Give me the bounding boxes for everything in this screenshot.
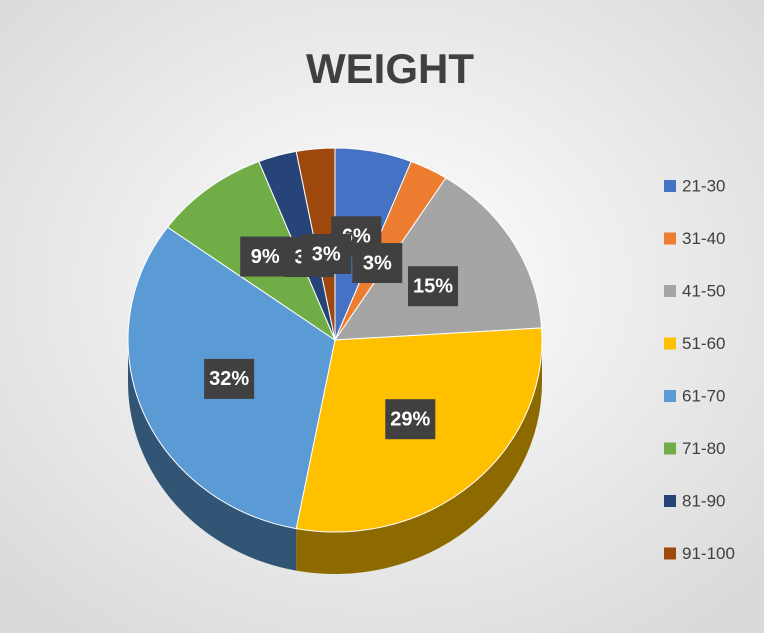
data-label-box <box>204 358 255 399</box>
legend-swatch <box>664 232 676 245</box>
chart-title: WEIGHT <box>306 45 474 92</box>
data-label-box <box>407 266 458 307</box>
data-label-text: 29% <box>390 408 430 430</box>
data-label: 9% <box>240 236 291 277</box>
legend-swatch <box>664 495 676 507</box>
data-label-box <box>240 236 291 277</box>
data-label-box <box>385 399 436 440</box>
legend-label: 61-70 <box>682 386 725 405</box>
data-label-text: 3% <box>363 252 392 274</box>
data-label-text: 3% <box>312 243 341 265</box>
legend-swatch <box>664 285 676 297</box>
data-label: 3% <box>352 243 403 284</box>
legend-label: 51-60 <box>682 334 725 353</box>
legend-swatch <box>664 180 676 192</box>
legend-label: 71-80 <box>682 439 725 458</box>
data-label: 3% <box>301 233 352 274</box>
slice-side <box>127 340 297 571</box>
legend-swatch <box>664 390 676 402</box>
legend-label: 31-40 <box>682 229 725 248</box>
data-label-text: 15% <box>413 276 453 298</box>
legend-swatch <box>664 547 676 560</box>
data-label-text: 32% <box>209 368 249 390</box>
data-label: 29% <box>385 399 436 440</box>
slice <box>334 177 543 341</box>
legend-label: 91-100 <box>682 544 735 563</box>
data-label-box <box>352 243 403 284</box>
legend-swatch <box>664 337 676 350</box>
slice-side <box>296 340 542 575</box>
legend-label: 81-90 <box>682 491 725 510</box>
legend-swatch <box>664 442 676 455</box>
legend-label: 41-50 <box>682 281 725 300</box>
data-label: 15% <box>407 266 458 307</box>
data-label: 32% <box>204 358 255 399</box>
data-label-box <box>301 233 352 274</box>
data-label-text: 9% <box>251 246 280 268</box>
legend-label: 21-30 <box>682 176 725 195</box>
